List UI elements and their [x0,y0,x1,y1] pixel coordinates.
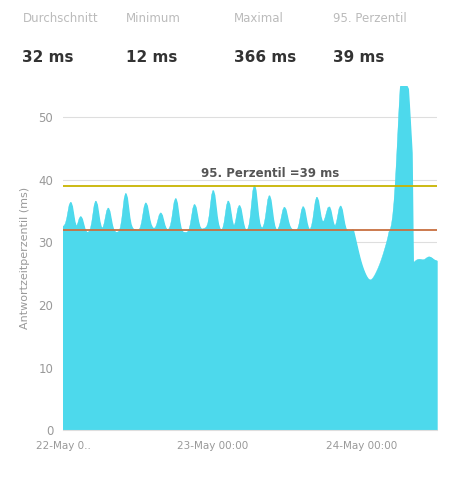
Text: 95. Perzentil =39 ms: 95. Perzentil =39 ms [201,167,339,180]
Text: 39 ms: 39 ms [333,50,384,65]
Text: Durchschnitt: Durchschnitt [22,12,98,25]
Text: Minimum: Minimum [126,12,181,25]
Text: 366 ms: 366 ms [234,50,296,65]
Text: Maximal: Maximal [234,12,284,25]
Y-axis label: Antwortzeitperzentil (ms): Antwortzeitperzentil (ms) [20,187,30,329]
Text: 32 ms: 32 ms [22,50,74,65]
Text: 95. Perzentil: 95. Perzentil [333,12,407,25]
Text: 12 ms: 12 ms [126,50,177,65]
